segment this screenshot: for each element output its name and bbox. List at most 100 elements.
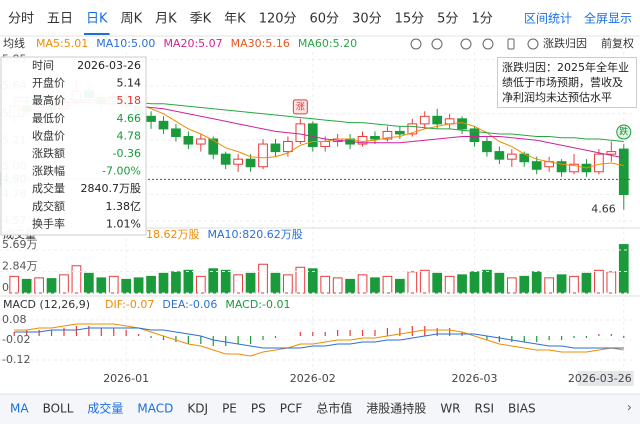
indicator-tab[interactable]: 成交量: [87, 401, 123, 416]
volume-bar: [519, 275, 530, 294]
indicator-tab[interactable]: RSI: [475, 402, 495, 416]
volume-bar: [158, 272, 169, 294]
tooltip-value: 5.18: [117, 94, 142, 107]
candle-body: [618, 148, 629, 195]
indicator-tab[interactable]: MACD: [137, 402, 173, 416]
volume-legend: MA10:820.62万股: [208, 228, 303, 241]
volume-bar: [233, 274, 243, 294]
tooltip-label: 开盘价: [32, 76, 65, 90]
volume-bar: [307, 268, 318, 294]
ma-action[interactable]: 前复权: [601, 36, 634, 50]
candle-body: [606, 151, 617, 155]
event-badge: [292, 99, 308, 115]
tooltip-label: 收盘价: [32, 128, 65, 142]
toolbar-action[interactable]: 全屏显示: [584, 11, 632, 26]
volume-bar: [494, 272, 505, 294]
volume-bar: [370, 277, 380, 294]
volume-bar: [96, 277, 107, 294]
volume-bar: [482, 269, 492, 294]
tooltip-value: 5.14: [117, 77, 142, 90]
candle-body: [295, 123, 306, 143]
ma-legend: MA60:5.20: [298, 37, 357, 50]
tooltip-label: 涨跌额: [32, 146, 65, 160]
volume-bar: [320, 275, 331, 294]
volume-bar: [606, 271, 617, 294]
indicator-tab[interactable]: 港股通持股: [366, 401, 426, 416]
volume-bar: [34, 277, 44, 294]
tooltip-value: 2026-03-26: [77, 59, 141, 72]
ma-action[interactable]: 涨跌归因: [543, 36, 587, 50]
tooltip-value: 1.01%: [106, 217, 141, 230]
volume-bar: [84, 272, 94, 294]
candle-body: [556, 161, 567, 173]
candle-body: [258, 143, 268, 168]
volume-legend: 18.62万股: [146, 228, 200, 241]
volume-bar: [432, 272, 443, 294]
toolbar-action[interactable]: 区间统计: [524, 12, 572, 26]
period-tab[interactable]: 月K: [155, 12, 177, 27]
volume-bar: [258, 263, 268, 294]
scroll-arrow[interactable]: ›: [627, 401, 632, 416]
candle-body: [233, 158, 243, 165]
toolbar-icons: [410, 38, 539, 50]
macd-legend: DEA:-0.06: [162, 298, 217, 311]
volume-bar: [195, 275, 206, 294]
period-tab[interactable]: 五日: [47, 12, 73, 27]
x-tick-label: 2026-03: [452, 372, 498, 385]
period-tab[interactable]: 季K: [190, 12, 212, 27]
indicator-tab[interactable]: WR: [440, 402, 460, 416]
period-tab[interactable]: 年K: [224, 12, 246, 27]
candle-body: [171, 128, 181, 137]
indicator-tab[interactable]: PE: [222, 402, 237, 416]
volume-bar: [382, 275, 393, 294]
volume-bar: [469, 271, 480, 294]
volume-bar: [618, 244, 629, 294]
macd-line: [14, 323, 624, 357]
ma-legend: MA20:5.07: [163, 37, 222, 50]
tooltip-label: 换手率: [32, 216, 65, 230]
tooltip-value: 2840.7万股: [81, 182, 142, 195]
volume-bar: [208, 268, 219, 294]
volume-bar: [407, 271, 418, 294]
candle-body: [146, 115, 156, 122]
ma-legend: MA5:5.01: [36, 37, 88, 50]
period-tab[interactable]: 120分: [259, 12, 297, 27]
indicator-tab[interactable]: BOLL: [43, 402, 74, 416]
candle-body: [195, 138, 206, 145]
period-tab[interactable]: 30分: [352, 12, 382, 27]
panel-title: MACD (12,26,9): [3, 298, 90, 311]
y-tick-label: 0.08: [2, 313, 27, 326]
period-tab[interactable]: 分时: [8, 12, 34, 27]
indicator-tab[interactable]: MA: [10, 402, 29, 416]
indicator-tab[interactable]: BIAS: [508, 402, 536, 416]
candle-body: [208, 138, 219, 155]
period-tab[interactable]: 15分: [395, 12, 425, 27]
tooltip-label: 最低价: [32, 112, 65, 125]
tooltip-value: -7.00%: [102, 165, 141, 178]
period-tab[interactable]: 60分: [310, 12, 340, 27]
period-tab[interactable]: 日K: [86, 12, 108, 27]
period-tab[interactable]: 5分: [437, 12, 458, 27]
period-tab[interactable]: 周K: [121, 12, 143, 27]
ma-legend: MA10:5.00: [96, 37, 155, 50]
volume-bar: [46, 278, 57, 294]
low-label: 4.66: [591, 203, 616, 216]
volume-bar: [357, 274, 368, 294]
volume-bar: [556, 274, 567, 294]
macd-legend: MACD:-0.01: [225, 298, 290, 311]
date-highlight: [577, 371, 634, 386]
indicator-tab[interactable]: PS: [251, 402, 266, 416]
candle-body: [594, 153, 604, 173]
volume-bar: [395, 278, 405, 294]
indicator-tab[interactable]: KDJ: [187, 402, 208, 416]
period-tab[interactable]: 1分: [471, 12, 492, 27]
candle-body: [220, 153, 231, 165]
indicator-tab[interactable]: PCF: [280, 402, 303, 416]
tooltip-label: 成交量: [32, 181, 65, 195]
volume-bar: [270, 272, 281, 294]
volume-bar: [171, 271, 181, 294]
tooltip-label: 成交额: [32, 199, 65, 213]
indicator-tab[interactable]: 总市值: [316, 401, 352, 416]
tooltip-value: 4.66: [117, 112, 142, 125]
candle-body: [432, 115, 443, 125]
